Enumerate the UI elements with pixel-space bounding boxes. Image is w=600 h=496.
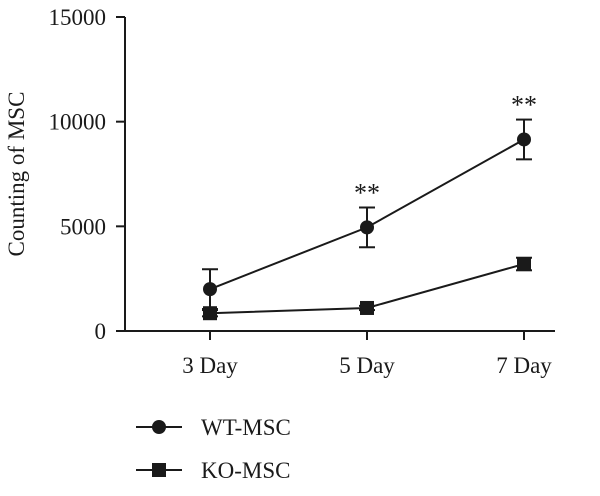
series-group: ** ** <box>202 91 537 321</box>
y-tick-label: 0 <box>95 319 107 344</box>
series-ko-msc <box>202 256 532 321</box>
legend-item: WT-MSC <box>136 415 291 440</box>
data-point <box>203 282 217 297</box>
legend-label: WT-MSC <box>201 415 291 440</box>
y-tick-label: 10000 <box>49 110 107 135</box>
data-point <box>517 257 531 272</box>
data-point <box>517 132 531 147</box>
x-tick-label: 7 Day <box>496 353 552 378</box>
legend-marker <box>152 463 166 477</box>
y-tick-label: 5000 <box>60 214 106 239</box>
y-axis-label: Counting of MSC <box>4 92 29 257</box>
significance-label: ** <box>354 178 380 207</box>
data-point <box>203 306 217 321</box>
legend-marker <box>152 420 166 434</box>
tick-group: 0 5000 10000 15000 3 Day 5 Day 7 Day <box>49 5 553 378</box>
series-wt-msc: ** ** <box>202 91 537 311</box>
legend-item: KO-MSC <box>136 458 290 483</box>
legend: WT-MSC KO-MSC <box>136 415 291 483</box>
x-tick-label: 3 Day <box>182 353 238 378</box>
significance-label: ** <box>511 91 537 120</box>
y-tick-label: 15000 <box>49 5 107 30</box>
x-tick-label: 5 Day <box>339 353 395 378</box>
legend-label: KO-MSC <box>201 458 290 483</box>
data-point <box>360 220 374 235</box>
data-point <box>360 300 374 315</box>
